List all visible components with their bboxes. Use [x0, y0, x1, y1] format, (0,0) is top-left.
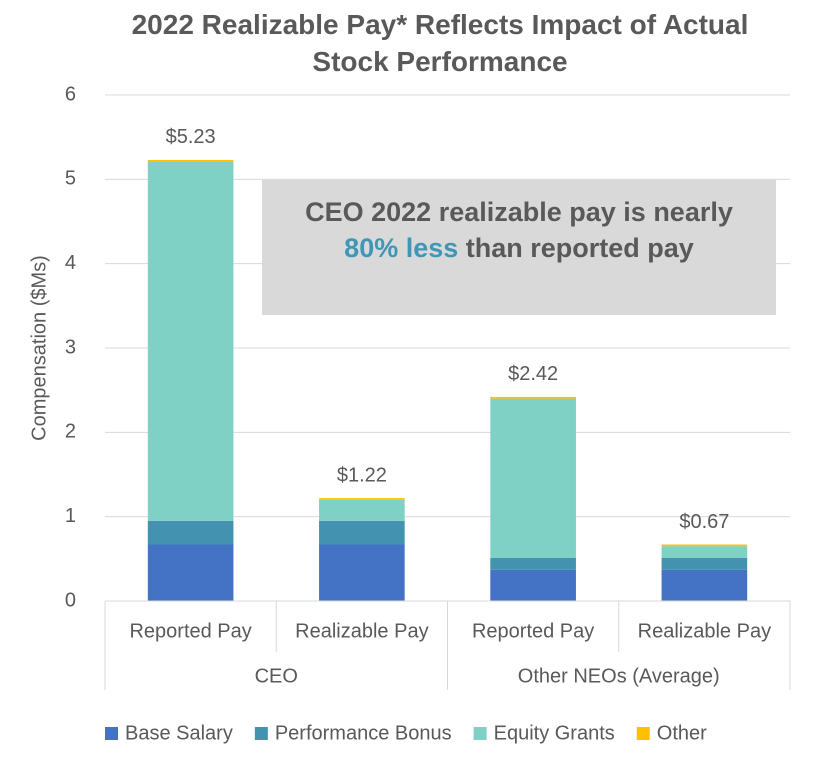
annotation-highlight: 80% less — [344, 233, 459, 263]
bar-segment — [147, 520, 234, 545]
y-tick-label: 1 — [65, 505, 76, 527]
bar-segment — [319, 544, 405, 601]
y-tick-label: 2 — [65, 421, 76, 443]
legend-swatch — [473, 727, 487, 740]
bar-segment — [490, 569, 576, 601]
bar-segment — [661, 557, 748, 570]
total-label: $1.22 — [337, 464, 387, 486]
legend-swatch — [105, 727, 118, 740]
x-tick-label: Realizable Pay — [295, 620, 428, 642]
bar-segment — [319, 520, 405, 545]
group-label: Other NEOs (Average) — [518, 665, 720, 687]
annotation-text: CEO 2022 realizable pay is nearly — [305, 197, 733, 227]
bar-segment — [319, 498, 405, 500]
y-tick-label: 5 — [65, 168, 76, 190]
total-label: $5.23 — [166, 126, 216, 148]
x-tick-label: Realizable Pay — [638, 620, 771, 642]
y-tick-label: 3 — [65, 336, 76, 358]
y-axis-label: Compensation ($Ms) — [28, 255, 50, 441]
chart-title: 2022 Realizable Pay* Reflects Impact of … — [131, 9, 749, 77]
bar-segment — [147, 544, 234, 601]
x-tick-label: Reported Pay — [129, 620, 251, 642]
legend-label: Base Salary — [125, 722, 233, 744]
y-tick-label: 4 — [65, 252, 76, 274]
legend-swatch — [636, 727, 650, 740]
bar-segment — [490, 398, 576, 558]
y-tick-label: 0 — [65, 589, 76, 611]
total-label: $0.67 — [679, 511, 729, 533]
bar-segment — [319, 499, 405, 521]
total-label: $2.42 — [508, 363, 558, 385]
legend-swatch — [254, 727, 268, 740]
bar-segment — [661, 544, 748, 547]
x-tick-label: Reported Pay — [472, 620, 594, 642]
legend-label: Equity Grants — [494, 722, 615, 744]
y-tick-label: 6 — [65, 83, 76, 105]
legend-label: Other — [657, 722, 707, 744]
annotation: CEO 2022 realizable pay is nearly 80% le… — [262, 180, 776, 315]
bar-segment — [661, 569, 748, 601]
bar-segment — [661, 546, 748, 558]
group-label: CEO — [255, 665, 298, 687]
legend-label: Performance Bonus — [275, 722, 452, 744]
bar-segment — [147, 161, 234, 521]
bar-segment — [490, 396, 576, 399]
annotation-text: than reported pay — [458, 233, 694, 263]
bar-segment — [147, 159, 234, 162]
bar-segment — [490, 557, 576, 570]
